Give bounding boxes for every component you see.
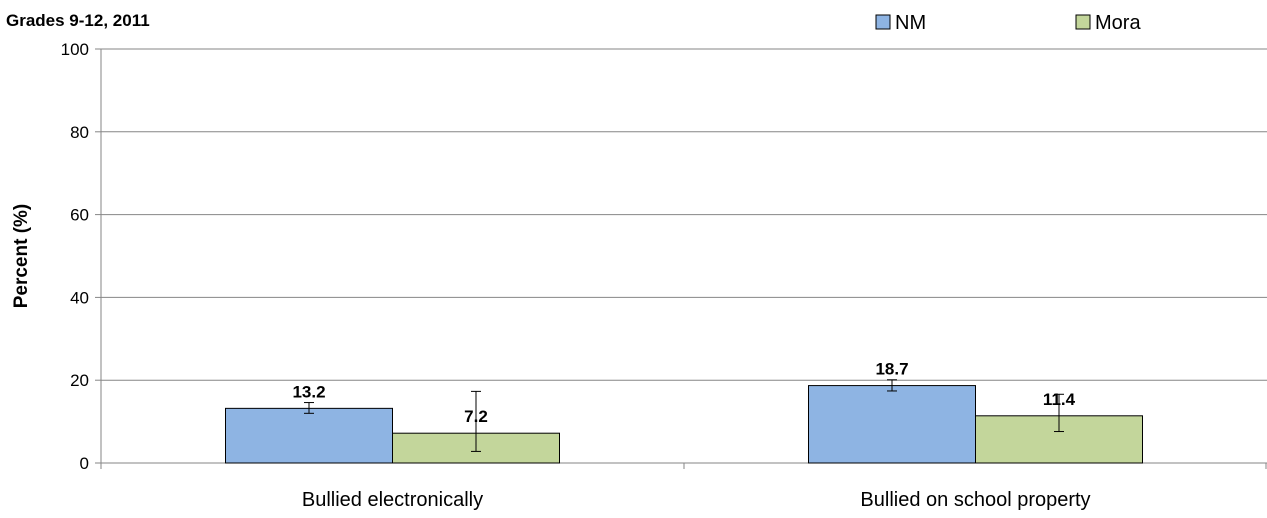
bar	[808, 385, 976, 464]
gridlines	[101, 48, 1267, 381]
category-label: Bullied on school property	[860, 489, 1090, 511]
y-tick-label: 100	[61, 40, 89, 59]
axes	[95, 48, 1267, 469]
y-tick-label: 60	[70, 206, 89, 225]
bars	[225, 379, 1143, 464]
labels: 0 20 40 60 80 100 13.2 7.2 Bullied electronicall…	[61, 40, 1091, 511]
y-axis-label: Percent (%)	[11, 204, 32, 309]
y-tick-label: 80	[70, 123, 89, 142]
bar	[225, 407, 393, 464]
legend-label-nm: NM	[895, 12, 926, 34]
data-label: 18.7	[875, 360, 908, 379]
data-label: 7.2	[464, 407, 488, 426]
y-tick-label: 40	[70, 288, 89, 307]
legend: NM Mora	[875, 12, 1141, 34]
y-tick-label: 0	[80, 454, 89, 473]
legend-label-mora: Mora	[1095, 12, 1141, 34]
category-label: Bullied electronically	[302, 489, 483, 511]
legend-swatch-mora	[1075, 14, 1091, 30]
data-label: 11.4	[1043, 390, 1076, 409]
legend-swatch-nm	[875, 14, 891, 30]
chart-title: Grades 9-12, 2011	[6, 11, 150, 30]
y-tick-label: 20	[70, 371, 89, 390]
data-label: 13.2	[292, 382, 325, 401]
